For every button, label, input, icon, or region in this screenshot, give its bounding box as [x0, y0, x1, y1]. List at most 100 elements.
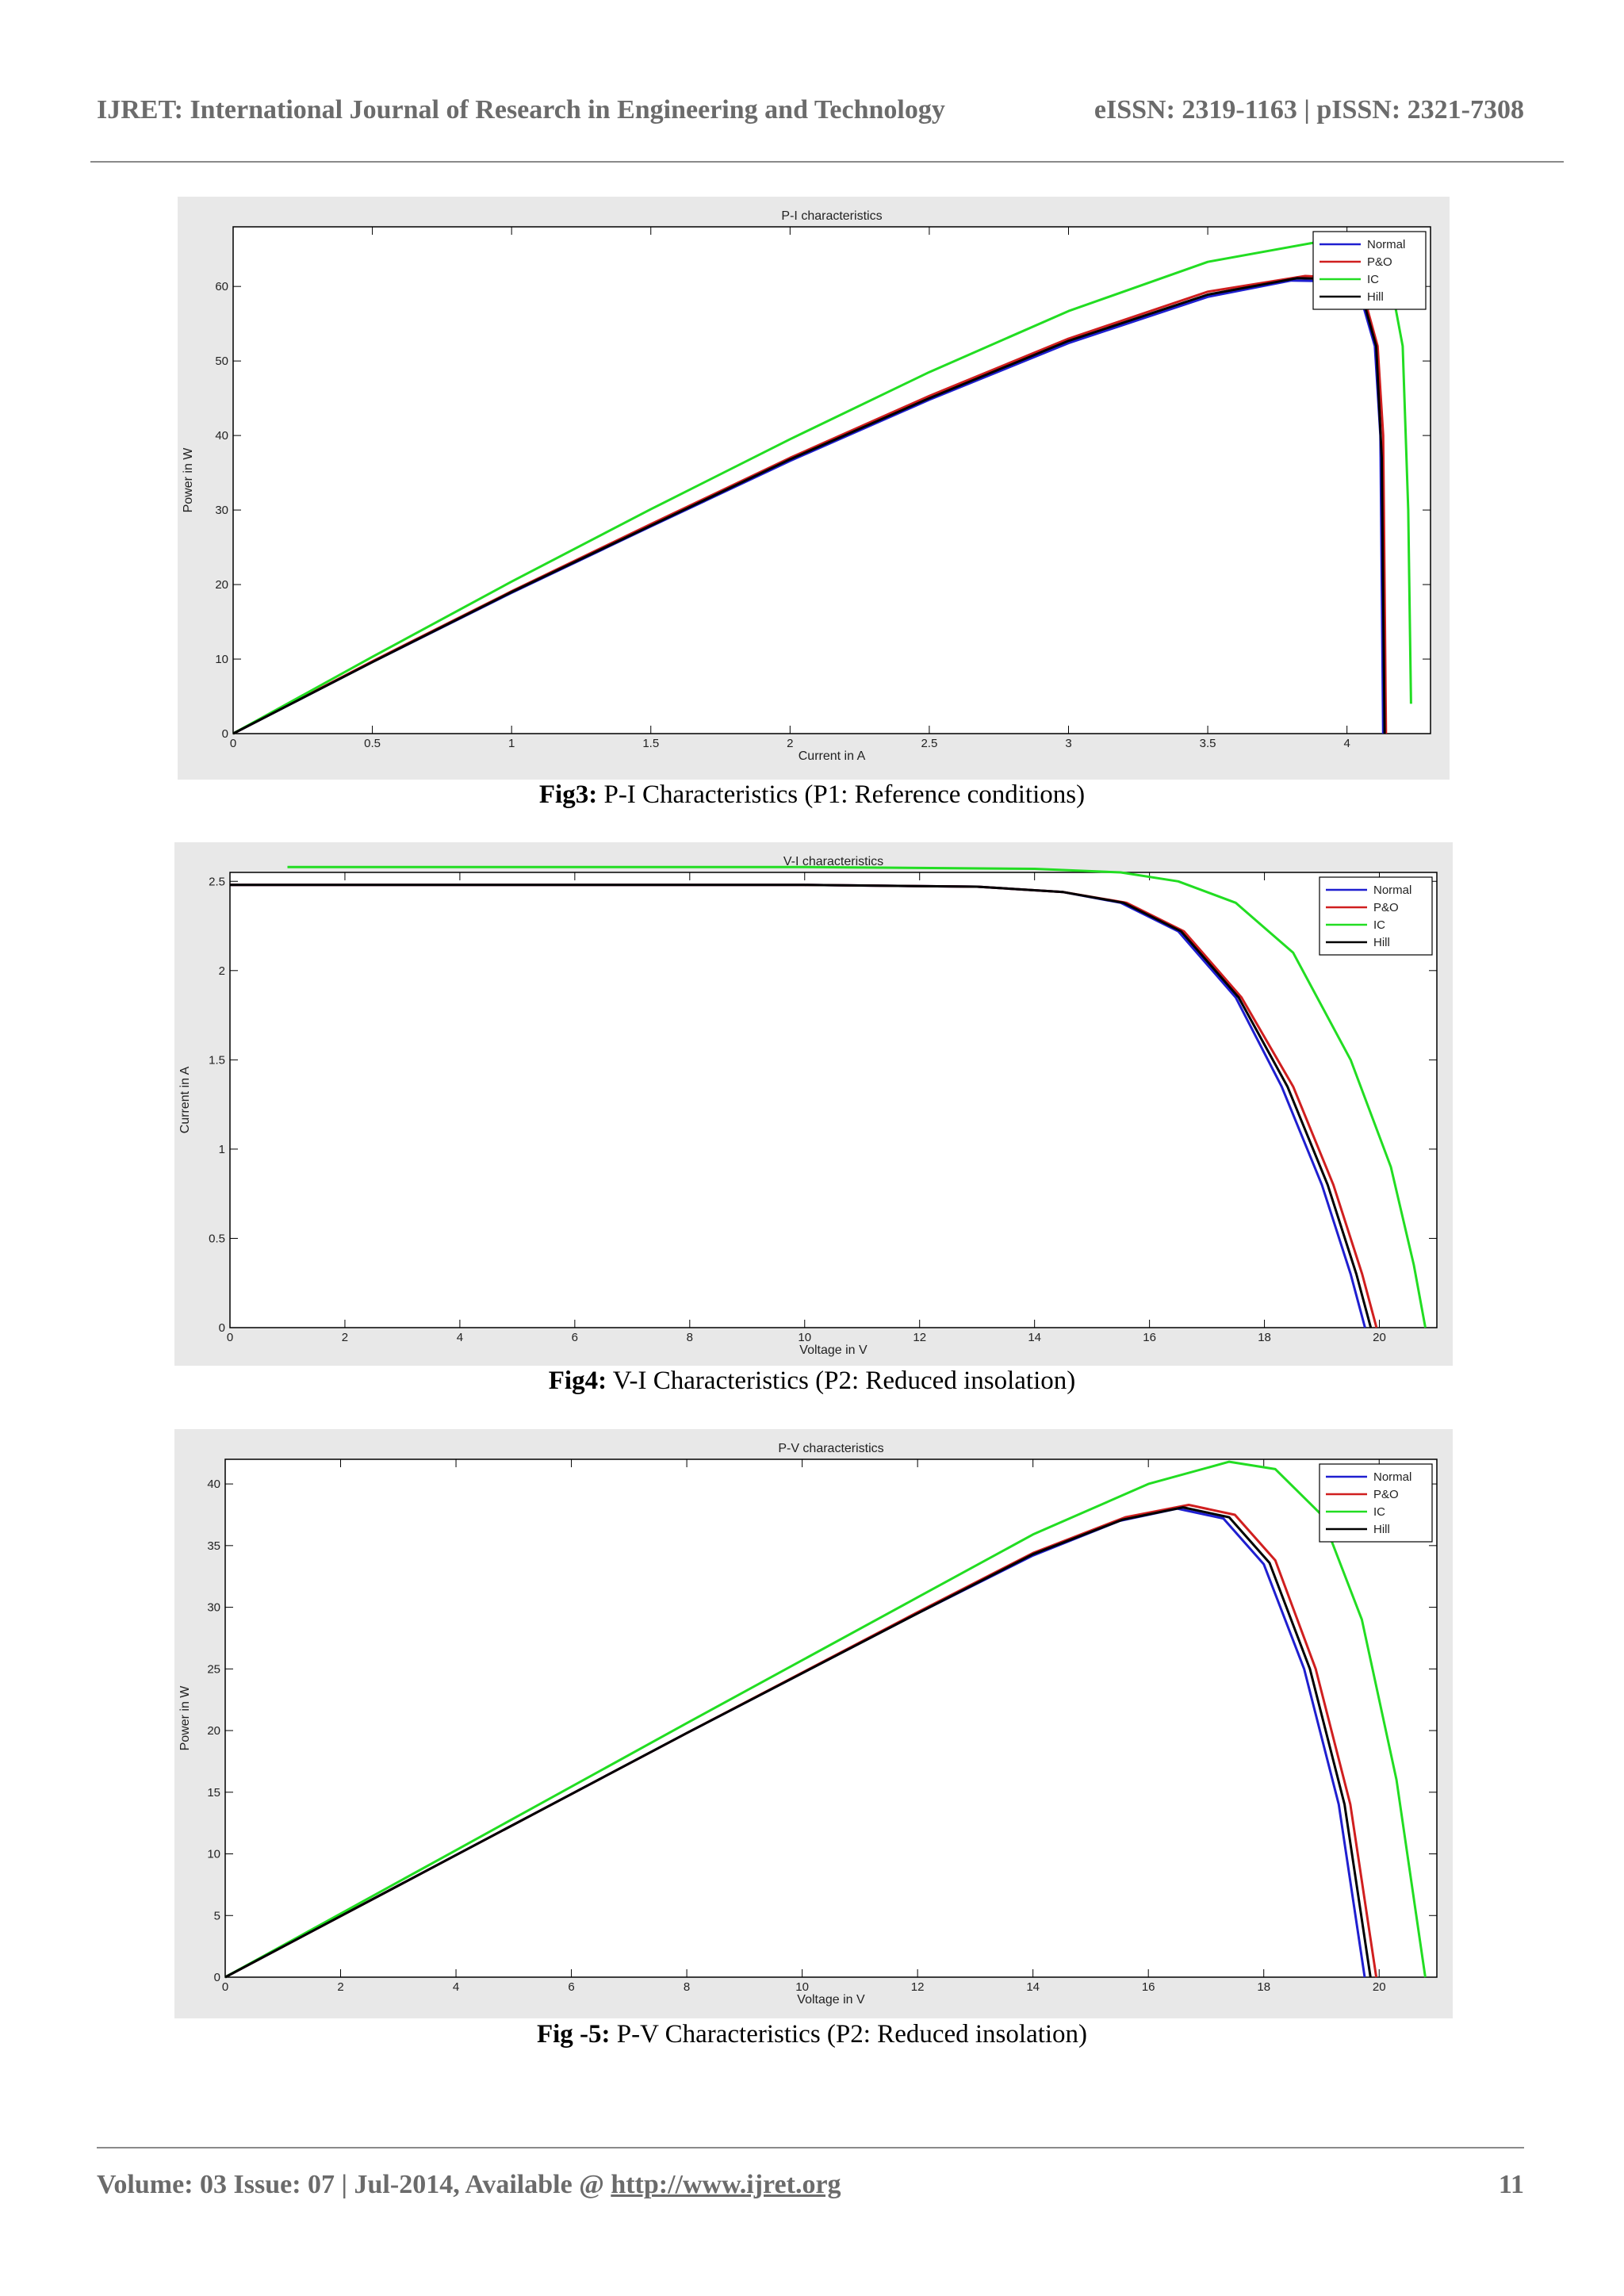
x-tick-label: 20	[1373, 1980, 1386, 1994]
y-tick-label: 50	[215, 355, 228, 368]
vi-characteristics-chart: V-I characteristics 0 2 4 6 8 10 12 14 16 18 20 0 0.5…	[174, 842, 1453, 1366]
chart-svg: P-V characteristics 0 2 4 6 8 10 12 14 16 18 20 0 5 10…	[178, 1442, 1438, 2007]
legend-label: Normal	[1373, 1470, 1411, 1484]
journal-title: IJRET: International Journal of Research…	[97, 95, 945, 125]
page-footer: Volume: 03 Issue: 07 | Jul-2014, Availab…	[97, 2170, 1524, 2210]
y-tick-label: 20	[215, 578, 228, 592]
caption-label: Fig4:	[548, 1366, 607, 1395]
pi-characteristics-chart: P-I characteristics 0 0.5 1 1.5 2 2.5 3 3.5 4 0 10 2…	[178, 197, 1450, 780]
x-tick-label: 18	[1258, 1331, 1271, 1344]
series-line	[287, 865, 1427, 1328]
issn-info: eISSN: 2319-1163 | pISSN: 2321-7308	[1094, 95, 1524, 125]
x-tick-label: 8	[687, 1331, 693, 1344]
y-tick-label: 10	[215, 653, 228, 666]
x-axis-label: Voltage in V	[797, 1993, 865, 2007]
legend-label: Hill	[1367, 290, 1384, 304]
chart-legend: Normal P&O IC Hill	[1319, 1463, 1433, 1543]
y-tick-label: 30	[207, 1601, 220, 1615]
x-axis-label: Voltage in V	[799, 1343, 868, 1357]
plot-area	[224, 1458, 1438, 1978]
y-tick-label: 25	[207, 1662, 220, 1676]
legend-label: Normal	[1373, 884, 1411, 897]
journal-link[interactable]: http://www.ijret.org	[611, 2170, 841, 2199]
x-tick-label: 6	[572, 1331, 578, 1344]
chart-title: P-I characteristics	[781, 209, 882, 223]
series-line	[224, 1506, 1372, 1979]
y-tick-label: 40	[207, 1478, 220, 1491]
volume-text: Volume: 03 Issue: 07 | Jul-2014, Availab…	[97, 2170, 611, 2199]
x-tick-label: 14	[1026, 1980, 1040, 1994]
x-tick-label: 16	[1142, 1980, 1155, 1994]
plot-area	[232, 226, 1431, 734]
plot-area	[229, 872, 1438, 1328]
x-tick-label: 12	[913, 1331, 926, 1344]
legend-label: IC	[1373, 1505, 1385, 1519]
x-tick-label: 12	[911, 1980, 925, 1994]
series-line	[232, 240, 1412, 735]
chart-legend: Normal P&O IC Hill	[1319, 876, 1433, 956]
footer-divider	[97, 2147, 1524, 2148]
legend-label: Hill	[1373, 1523, 1390, 1536]
page-header: IJRET: International Journal of Research…	[97, 95, 1524, 135]
y-axis-label: Power in W	[182, 447, 195, 513]
y-tick-label: 2	[219, 964, 225, 978]
y-axis-label: Current in A	[178, 1066, 192, 1133]
x-tick-label: 0	[230, 737, 236, 750]
figure-caption-3: Fig3: P-I Characteristics (P1: Reference…	[0, 780, 1624, 810]
x-tick-label: 20	[1373, 1331, 1386, 1344]
y-tick-label: 40	[215, 429, 228, 443]
x-tick-label: 3.5	[1200, 737, 1216, 750]
legend-label: IC	[1367, 273, 1379, 286]
legend-label: Normal	[1367, 238, 1405, 251]
y-tick-label: 1	[219, 1143, 225, 1156]
x-tick-label: 0	[227, 1331, 233, 1344]
caption-label: Fig3:	[538, 780, 598, 809]
figure-caption-4: Fig4: V-I Characteristics (P2: Reduced i…	[0, 1366, 1624, 1396]
legend-label: IC	[1373, 918, 1385, 932]
x-tick-label: 2	[787, 737, 793, 750]
caption-text: P-I Characteristics (P1: Reference condi…	[597, 780, 1086, 809]
caption-label: Fig -5:	[536, 2020, 611, 2049]
x-tick-label: 0.5	[364, 737, 381, 750]
x-tick-label: 6	[568, 1980, 574, 1994]
y-tick-label: 5	[214, 1909, 220, 1922]
y-tick-label: 20	[207, 1724, 220, 1738]
y-tick-label: 15	[207, 1786, 220, 1800]
pv-characteristics-chart: P-V characteristics 0 2 4 6 8 10 12 14 16 18 20 0 5 10…	[174, 1429, 1453, 2018]
legend-label: Hill	[1373, 936, 1390, 949]
x-tick-label: 1.5	[642, 737, 659, 750]
x-tick-label: 10	[795, 1980, 809, 1994]
y-tick-label: 0	[219, 1321, 225, 1335]
y-tick-label: 30	[215, 504, 228, 517]
chart-legend: Normal P&O IC Hill	[1312, 231, 1427, 310]
x-tick-label: 4	[457, 1331, 463, 1344]
x-tick-label: 8	[684, 1980, 690, 1994]
y-tick-label: 0	[214, 1971, 220, 1984]
y-axis-label: Power in W	[178, 1685, 192, 1751]
caption-text: P-V Characteristics (P2: Reduced insolat…	[610, 2020, 1088, 2049]
y-tick-label: 1.5	[209, 1053, 225, 1067]
y-tick-label: 0.5	[209, 1232, 225, 1245]
chart-title: P-V characteristics	[778, 1442, 883, 1455]
x-tick-label: 0	[222, 1980, 228, 1994]
y-tick-label: 35	[207, 1539, 220, 1553]
legend-label: P&O	[1373, 901, 1399, 914]
x-tick-label: 2	[337, 1980, 343, 1994]
figure-caption-5: Fig -5: P-V Characteristics (P2: Reduced…	[0, 2020, 1624, 2049]
y-tick-label: 2.5	[209, 875, 225, 888]
chart-title: V-I characteristics	[783, 855, 883, 868]
x-tick-label: 4	[1343, 737, 1350, 750]
volume-info: Volume: 03 Issue: 07 | Jul-2014, Availab…	[97, 2170, 841, 2200]
y-tick-label: 60	[215, 280, 228, 293]
series-line	[224, 1460, 1427, 1979]
caption-text: V-I Characteristics (P2: Reduced insolat…	[607, 1366, 1076, 1395]
x-tick-label: 14	[1028, 1331, 1041, 1344]
x-tick-label: 2.5	[921, 737, 937, 750]
y-tick-label: 0	[222, 727, 228, 741]
x-tick-label: 16	[1143, 1331, 1156, 1344]
series-line	[232, 277, 1386, 735]
x-tick-label: 2	[342, 1331, 348, 1344]
legend-label: P&O	[1373, 1488, 1399, 1501]
